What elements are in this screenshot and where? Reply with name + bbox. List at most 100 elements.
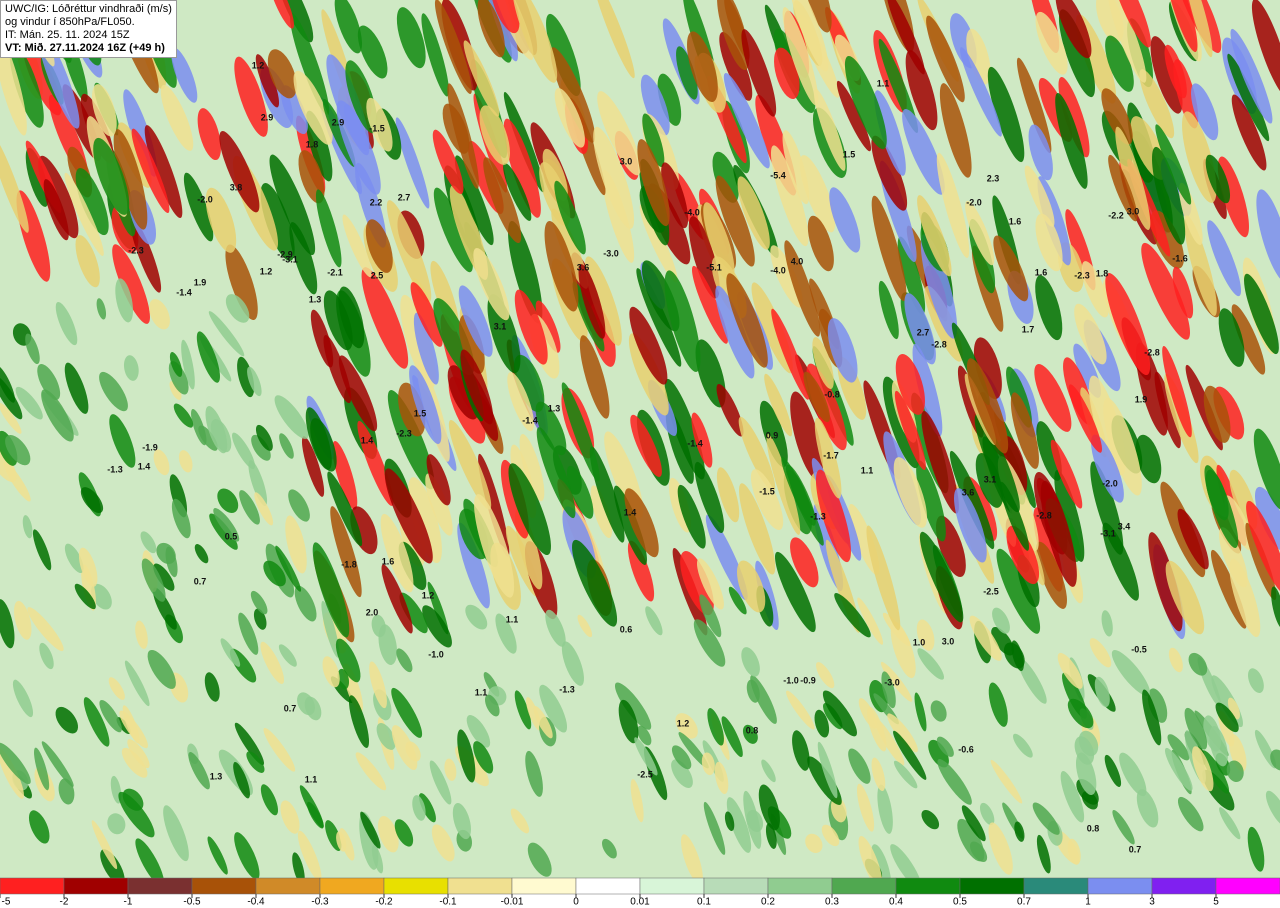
- field-cell: [1204, 465, 1239, 548]
- field-cell: [208, 311, 245, 357]
- field-cell: [1201, 750, 1230, 794]
- field-cell: [444, 758, 457, 781]
- field-cell: [1103, 397, 1142, 496]
- field-cell: [247, 366, 262, 397]
- field-cell: [661, 162, 689, 229]
- field-cell: [360, 811, 381, 849]
- field-cell: [739, 483, 776, 575]
- field-cell: [219, 131, 260, 213]
- map-value-label: 1.3: [309, 294, 322, 304]
- field-cell: [478, 453, 510, 557]
- field-cell: [432, 129, 464, 195]
- field-cell: [197, 108, 221, 161]
- field-cell: [58, 778, 75, 805]
- field-cell: [803, 371, 830, 423]
- field-cell: [251, 434, 271, 461]
- field-cell: [960, 47, 1002, 137]
- field-cell: [1184, 0, 1213, 58]
- field-cell: [738, 416, 776, 492]
- field-cell: [1035, 541, 1067, 609]
- field-cell: [335, 638, 361, 683]
- field-cell: [703, 801, 726, 855]
- field-cell: [880, 661, 913, 702]
- field-cell: [263, 727, 296, 772]
- field-cell: [315, 189, 342, 268]
- field-cell: [834, 592, 871, 638]
- colorbar-swatch: [127, 877, 193, 895]
- map-value-label: 0.9: [766, 430, 779, 440]
- field-cell: [566, 465, 594, 519]
- field-cell: [902, 109, 945, 195]
- map-value-label: 2.9: [332, 117, 345, 127]
- field-cell: [1215, 702, 1239, 733]
- field-cell: [1152, 146, 1186, 245]
- field-cell: [248, 460, 268, 507]
- field-cell: [100, 849, 125, 886]
- field-cell: [561, 382, 600, 482]
- field-cell: [127, 739, 150, 769]
- field-cell: [533, 705, 553, 739]
- field-cell: [535, 401, 567, 456]
- field-cell: [887, 713, 918, 753]
- field-cell: [1111, 650, 1151, 697]
- field-cell: [421, 13, 449, 97]
- map-value-label: 1.1: [506, 614, 519, 624]
- map-value-label: -2.8: [1036, 510, 1052, 520]
- map-value-label: 1.2: [677, 718, 690, 728]
- field-cell: [503, 162, 532, 221]
- field-cell: [979, 802, 995, 826]
- map-value-label: -0.5: [1131, 644, 1147, 654]
- field-cell: [618, 699, 639, 744]
- field-cell: [267, 49, 297, 99]
- field-cell: [288, 489, 310, 522]
- field-cell: [25, 333, 40, 365]
- field-cell: [28, 810, 50, 844]
- field-cell: [0, 132, 29, 233]
- map-value-label: 1.1: [475, 687, 488, 697]
- field-cell: [1017, 657, 1047, 704]
- field-cell: [691, 265, 728, 344]
- field-cell: [921, 809, 940, 830]
- field-cell: [561, 641, 584, 686]
- field-cell: [183, 172, 214, 242]
- field-cell: [290, 12, 330, 116]
- map-value-label: 0.7: [1129, 844, 1142, 854]
- map-value-label: 1.2: [252, 60, 265, 70]
- field-cell: [91, 820, 118, 870]
- field-cell: [664, 270, 701, 372]
- field-cell: [91, 84, 117, 137]
- map-value-label: 1.5: [843, 149, 856, 159]
- field-cell: [1210, 549, 1247, 629]
- field-cell: [1094, 676, 1110, 708]
- field-cell: [1090, 461, 1124, 555]
- field-cell: [717, 0, 750, 71]
- colorbar-tick-label: 5: [1213, 897, 1219, 908]
- field-cell: [527, 842, 552, 877]
- field-cell: [1162, 346, 1192, 438]
- field-cell: [893, 760, 918, 789]
- field-cell: [1055, 0, 1092, 59]
- header-line: UWC/IG: Lóðréttur vindhraði (m/s): [5, 3, 172, 15]
- field-cell: [181, 339, 195, 390]
- field-cell: [874, 90, 906, 176]
- field-cell: [381, 564, 413, 634]
- field-cell: [987, 66, 1025, 163]
- field-cell: [484, 694, 500, 717]
- field-cell: [856, 783, 875, 832]
- field-cell: [741, 647, 760, 677]
- field-cell: [613, 485, 647, 565]
- field-cell: [12, 679, 34, 718]
- map-value-label: -2.5: [637, 769, 653, 779]
- map-value-label: -2.3: [1074, 270, 1090, 280]
- field-cell: [513, 354, 545, 413]
- field-cell: [250, 590, 268, 615]
- field-cell: [280, 800, 300, 834]
- field-cell: [905, 50, 938, 131]
- map-value-label: -2.3: [396, 428, 412, 438]
- field-cell: [289, 222, 318, 295]
- field-cell: [1036, 834, 1051, 874]
- field-cell: [156, 542, 176, 564]
- field-cell: [207, 836, 228, 875]
- field-cell: [14, 600, 32, 640]
- field-cell: [27, 607, 64, 652]
